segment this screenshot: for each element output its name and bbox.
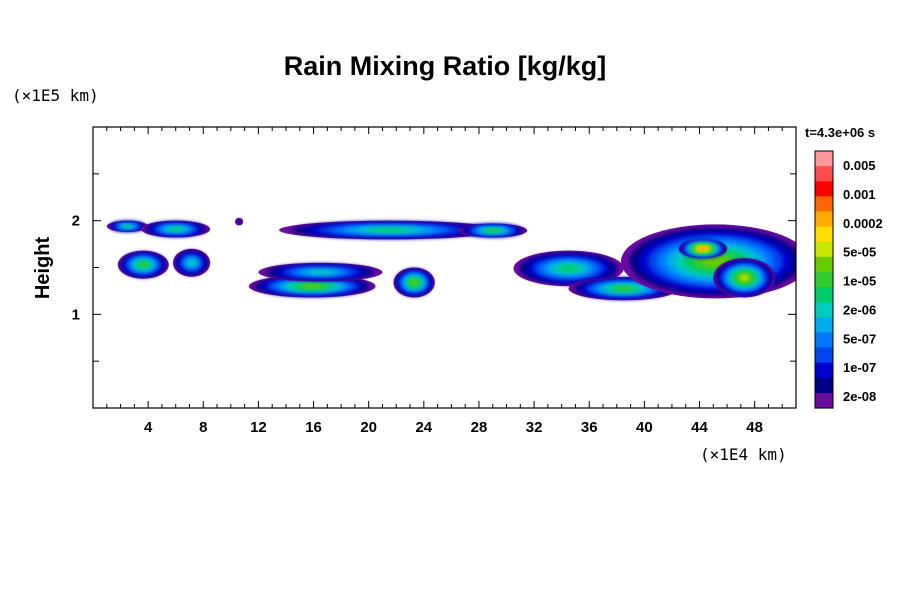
colorbar-swatch — [815, 256, 833, 273]
rain-region-13-level-13 — [700, 247, 706, 250]
rain-field-layer — [106, 217, 796, 301]
rain-region-7-level-9 — [302, 284, 322, 288]
colorbar-swatch — [815, 347, 833, 364]
x-axis-ticks: 4 8 12 16 20 24 28 32 36 40 44 48 — [106, 127, 783, 436]
x-tick-label: 32 — [526, 419, 543, 436]
x-tick-label: 8 — [199, 419, 207, 436]
rain-region-4-level-8 — [487, 229, 499, 232]
rain-region-2-level-1 — [236, 219, 242, 224]
rain-region-6-level-6 — [187, 259, 196, 266]
colorbar-swatch — [815, 271, 833, 288]
colorbar-label: 0.001 — [843, 187, 876, 202]
colorbar-swatch — [815, 302, 833, 318]
colorbar-label: 1e-05 — [843, 274, 876, 289]
y-unit-label: (×1E5 km) — [12, 86, 99, 105]
rain-region-0 — [106, 220, 149, 232]
x-tick-label: 48 — [746, 419, 763, 436]
rain-region-5 — [117, 250, 169, 279]
rain-region-7 — [248, 274, 376, 298]
colorbar-swatch — [815, 196, 833, 213]
colorbar-swatch — [815, 362, 833, 379]
colorbar-label: 0.005 — [843, 158, 876, 173]
rain-region-4 — [458, 223, 528, 238]
chart-title: Rain Mixing Ratio [kg/kg] — [284, 51, 607, 81]
colorbar-label: 0.0002 — [843, 216, 883, 231]
x-tick-label: 40 — [636, 419, 653, 436]
rain-region-14-level-10 — [740, 275, 749, 281]
x-tick-label: 12 — [250, 419, 267, 436]
rain-region-9 — [393, 267, 435, 298]
rain-region-8 — [258, 262, 383, 282]
x-unit-label: (×1E4 km) — [700, 445, 787, 464]
colorbar-swatch — [815, 332, 833, 349]
rain-region-0-level-7 — [123, 225, 132, 228]
y-axis-label: Height — [32, 237, 54, 300]
rain-region-12 — [620, 224, 796, 299]
x-tick-label: 16 — [305, 419, 322, 436]
x-tick-label: 4 — [144, 419, 153, 436]
x-tick-label: 28 — [471, 419, 488, 436]
colorbar-swatch — [815, 181, 833, 197]
colorbar-label: 1e-07 — [843, 360, 876, 375]
rain-region-9-level-9 — [411, 280, 418, 285]
colorbar-label: 2e-08 — [843, 389, 876, 404]
rain-region-10 — [513, 250, 624, 287]
x-tick-label: 20 — [360, 419, 377, 436]
rain-region-14 — [713, 258, 776, 298]
x-tick-label: 44 — [691, 419, 708, 436]
rain-region-1-level-7 — [169, 227, 183, 231]
rain-region-6 — [172, 248, 211, 277]
colorbar-swatch — [815, 377, 833, 394]
colorbar-swatch — [815, 211, 833, 228]
colorbar-label: 5e-07 — [843, 331, 876, 346]
rain-region-3 — [279, 220, 500, 240]
colorbar-swatch — [815, 241, 833, 258]
rain-region-10-level-7 — [558, 265, 579, 272]
rain-region-1 — [141, 220, 211, 238]
x-tick-label: 36 — [581, 419, 598, 436]
colorbar-swatch — [815, 287, 833, 303]
rain-region-8-level-6 — [307, 270, 334, 275]
rain-region-2 — [234, 217, 244, 226]
rain-region-3-level-7 — [368, 228, 410, 232]
y-tick-label: 1 — [72, 306, 80, 323]
y-axis-ticks: 12 — [72, 173, 796, 362]
colorbar-swatch — [815, 392, 833, 409]
rain-region-11-level-8 — [614, 286, 633, 291]
colorbar-swatch — [815, 317, 833, 334]
colorbar-swatch — [815, 166, 833, 182]
x-tick-label: 24 — [415, 419, 432, 436]
rain-region-13 — [678, 239, 728, 259]
colorbar-swatch — [815, 226, 833, 243]
time-label: t=4.3e+06 s — [805, 125, 875, 140]
colorbar-frame — [814, 150, 834, 409]
colorbar-label: 5e-05 — [843, 245, 876, 260]
rain-region-5-level-8 — [139, 262, 148, 268]
colorbar-swatch — [815, 151, 833, 167]
colorbar-label: 2e-06 — [843, 302, 876, 317]
y-tick-label: 2 — [72, 213, 80, 230]
colorbar: 0.005 0.001 0.0002 5e-05 1e-05 2e-06 5e-07 1e-0… — [814, 150, 883, 409]
